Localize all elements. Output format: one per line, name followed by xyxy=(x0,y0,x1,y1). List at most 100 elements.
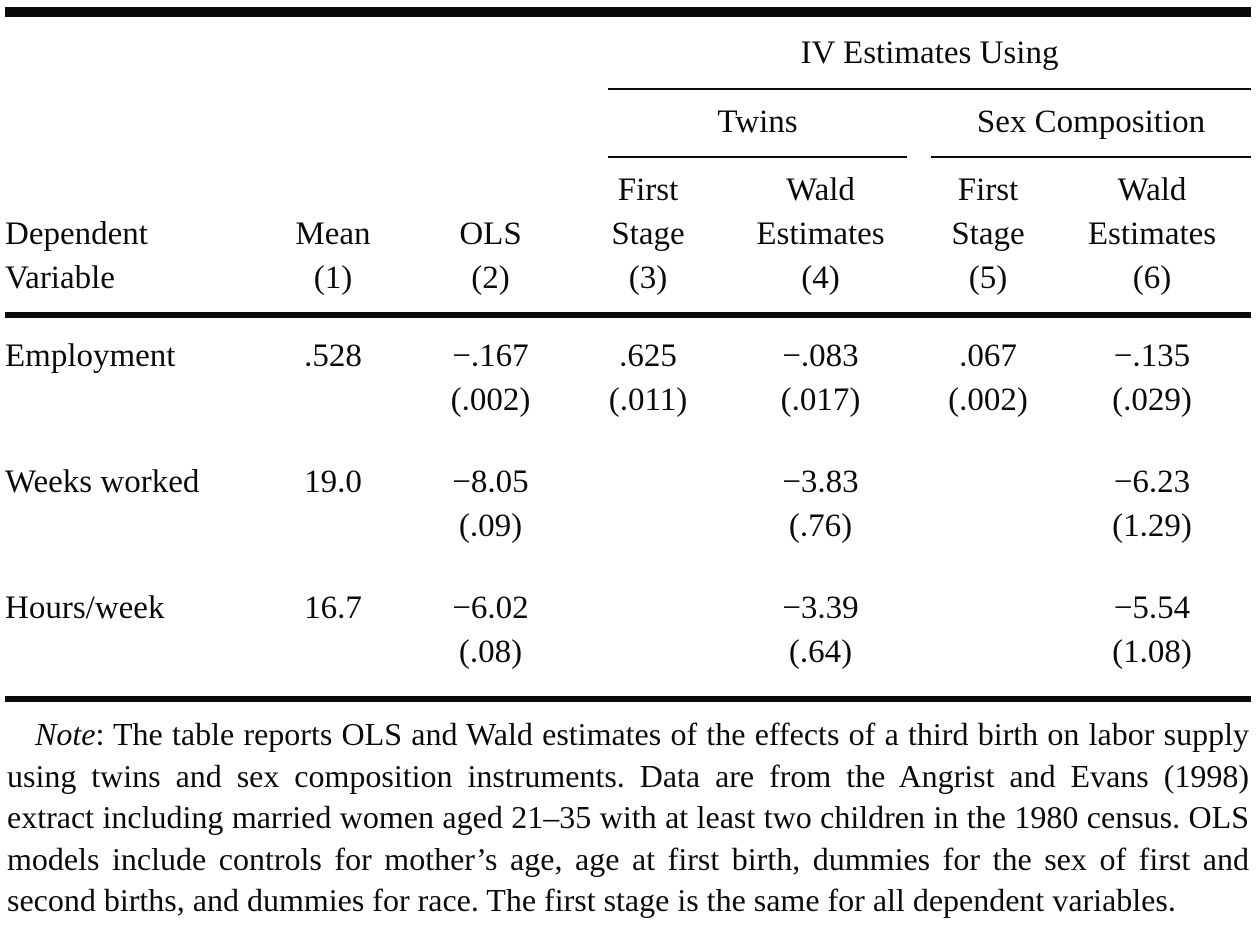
twins-wald-column-number: (4) xyxy=(801,260,840,296)
twins-wald-header: Wald Estimates (4) xyxy=(718,158,923,318)
twins-wald-cell: −3.83 (.76) xyxy=(718,444,923,570)
estimate-value: −6.02 xyxy=(452,590,529,626)
mean-column-number: (1) xyxy=(313,260,353,296)
sex-wald-cell: −5.54 (1.08) xyxy=(1053,570,1251,696)
twins-wald-header-line1: Wald xyxy=(786,172,855,208)
sex-wald-header-line1: Wald xyxy=(1117,172,1187,208)
estimate-value: −5.54 xyxy=(1113,590,1191,626)
sex-wald-column-number: (6) xyxy=(1132,260,1172,296)
twins-group-label: Twins xyxy=(608,90,907,158)
dependent-variable-header: Dependent Variable xyxy=(5,158,263,318)
sex-wald-cell: −.135 (.029) xyxy=(1053,315,1251,444)
ols-header-label: OLS xyxy=(459,216,522,252)
subgroup-spacer xyxy=(5,90,578,158)
twins-first-stage-cell: .625 (.011) xyxy=(578,315,718,444)
row-label: Employment xyxy=(5,338,176,374)
mean-header-label: Mean xyxy=(295,216,371,252)
row-label-cell: Employment xyxy=(5,315,263,444)
mean-column-header: Mean (1) xyxy=(263,158,403,318)
row-label-cell: Weeks worked xyxy=(5,444,263,570)
sex-composition-group-cell: Sex Composition xyxy=(923,90,1252,158)
sex-fs-header-line1: First xyxy=(957,172,1019,208)
table-row-hours-week: Hours/week 16.7 −6.02 (.08) −3.39 (.64) xyxy=(5,570,1251,696)
estimate-value xyxy=(923,586,1053,630)
sex-wald-cell: −6.23 (1.29) xyxy=(1053,444,1251,570)
sex-wald-header-line2: Estimates xyxy=(1087,216,1217,252)
twins-fs-header-line1: First xyxy=(617,172,679,208)
dependent-header-line1: Dependent xyxy=(5,216,148,252)
estimate-value: .067 xyxy=(959,338,1017,374)
mean-cell: 16.7 xyxy=(263,570,403,696)
estimate-value: −3.39 xyxy=(782,590,859,626)
twins-first-stage-cell xyxy=(578,570,718,696)
twins-fs-column-number: (3) xyxy=(628,260,668,296)
top-double-rule xyxy=(5,7,1251,17)
ols-column-number: (2) xyxy=(471,260,510,296)
sex-first-stage-cell: .067 (.002) xyxy=(923,315,1053,444)
estimates-table: IV Estimates Using Twins Sex Composition… xyxy=(5,17,1252,696)
estimate-value: −.083 xyxy=(782,338,859,374)
standard-error: (.002) xyxy=(948,382,1028,418)
ols-cell: −6.02 (.08) xyxy=(403,570,578,696)
ols-column-header: OLS (2) xyxy=(403,158,578,318)
table-note: Note: The table reports OLS and Wald est… xyxy=(7,714,1249,922)
mean-value: 16.7 xyxy=(304,590,362,626)
ols-cell: −.167 (.002) xyxy=(403,315,578,444)
estimate-value xyxy=(578,586,718,630)
standard-error xyxy=(578,630,718,674)
twins-fs-header-line2: Stage xyxy=(611,216,685,252)
group-header-row: IV Estimates Using xyxy=(5,17,1252,90)
twins-wald-header-line2: Estimates xyxy=(756,216,885,252)
bottom-rule xyxy=(5,696,1251,702)
sex-first-stage-cell xyxy=(923,444,1053,570)
iv-estimates-group-label: IV Estimates Using xyxy=(608,17,1252,90)
mean-value: .528 xyxy=(304,338,362,374)
standard-error: (.002) xyxy=(450,382,531,418)
column-header-row: Dependent Variable Mean (1) OLS (2) Firs… xyxy=(5,158,1252,318)
group-header-cell: IV Estimates Using xyxy=(578,17,1252,90)
dependent-header-line2: Variable xyxy=(5,260,115,296)
note-label: Note xyxy=(35,716,96,752)
mean-cell: .528 xyxy=(263,315,403,444)
subgroup-header-row: Twins Sex Composition xyxy=(5,90,1252,158)
estimate-value: −3.83 xyxy=(782,464,859,500)
standard-error xyxy=(923,630,1053,674)
twins-wald-cell: −3.39 (.64) xyxy=(718,570,923,696)
standard-error: (.08) xyxy=(458,634,523,670)
standard-error: (1.08) xyxy=(1112,634,1192,670)
estimate-value xyxy=(578,460,718,504)
estimate-value: −.167 xyxy=(452,338,529,374)
estimate-value: −6.23 xyxy=(1113,464,1191,500)
standard-error xyxy=(923,504,1053,548)
mean-cell: 19.0 xyxy=(263,444,403,570)
sex-first-stage-cell xyxy=(923,570,1053,696)
row-label-cell: Hours/week xyxy=(5,570,263,696)
sex-wald-header: Wald Estimates (6) xyxy=(1053,158,1252,318)
sex-fs-column-number: (5) xyxy=(968,260,1008,296)
twins-first-stage-cell xyxy=(578,444,718,570)
standard-error: (.64) xyxy=(788,634,853,670)
twins-first-stage-header: First Stage (3) xyxy=(578,158,718,318)
standard-error: (.76) xyxy=(788,508,853,544)
standard-error: (.09) xyxy=(458,508,523,544)
mean-value: 19.0 xyxy=(304,464,362,500)
standard-error xyxy=(578,504,718,548)
standard-error: (1.29) xyxy=(1112,508,1192,544)
estimate-value: −8.05 xyxy=(452,464,529,500)
estimate-value xyxy=(923,460,1053,504)
group-header-spacer xyxy=(5,17,578,90)
sex-composition-group-label: Sex Composition xyxy=(931,90,1252,158)
table-row-weeks-worked: Weeks worked 19.0 −8.05 (.09) −3.83 (.76… xyxy=(5,444,1251,570)
standard-error: (.011) xyxy=(608,382,688,418)
estimate-value: −.135 xyxy=(1113,338,1191,374)
row-label: Hours/week xyxy=(5,590,165,626)
standard-error: (.029) xyxy=(1112,382,1192,418)
standard-error: (.017) xyxy=(780,382,861,418)
estimate-value: .625 xyxy=(619,338,677,374)
twins-wald-cell: −.083 (.017) xyxy=(718,315,923,444)
row-label: Weeks worked xyxy=(5,464,200,500)
ols-cell: −8.05 (.09) xyxy=(403,444,578,570)
sex-fs-header-line2: Stage xyxy=(951,216,1025,252)
table-row-employment: Employment .528 −.167 (.002) .625 (.011)… xyxy=(5,315,1251,444)
